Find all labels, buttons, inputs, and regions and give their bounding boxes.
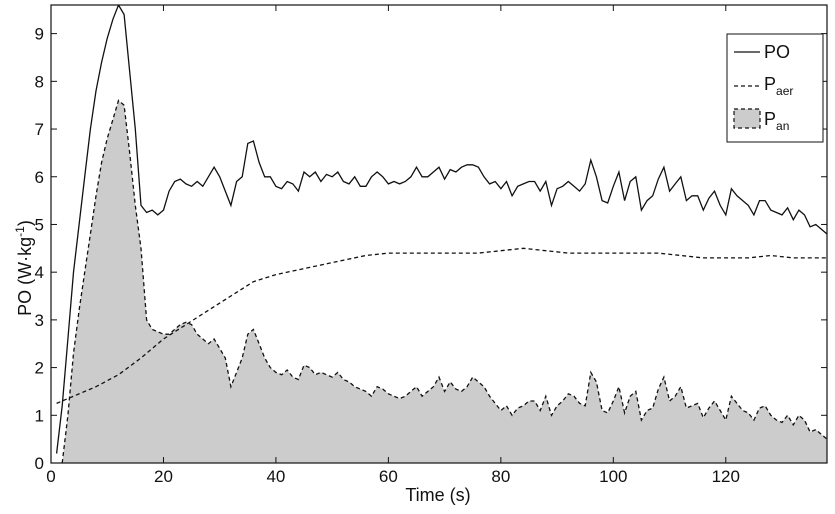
legend-label-po: PO	[764, 42, 790, 62]
legend-label-pan: Pan	[764, 109, 789, 133]
y-tick-label: 7	[35, 120, 44, 139]
y-axis-label-main: PO (W·kg	[15, 237, 35, 316]
y-axis-label: PO (W·kg-1)	[13, 220, 35, 316]
x-tick-label: 120	[712, 467, 740, 486]
y-axis-label-close: )	[15, 220, 35, 226]
x-tick-label: 20	[154, 467, 173, 486]
axes-frame	[50, 4, 828, 464]
legend: PO Paer Pan	[726, 33, 824, 143]
y-tick-label: 3	[35, 311, 44, 330]
y-tick-label: 9	[35, 25, 44, 44]
y-tick-label: 0	[35, 454, 44, 473]
x-tick-label: 60	[379, 467, 398, 486]
y-tick-label: 8	[35, 72, 44, 91]
x-tick-label: 40	[266, 467, 285, 486]
x-tick-label: 80	[491, 467, 510, 486]
x-axis-label: Time (s)	[405, 485, 470, 505]
legend-label-paer: Paer	[764, 74, 793, 98]
y-tick-label: 6	[35, 168, 44, 187]
y-tick-label: 1	[35, 406, 44, 425]
x-tick-label: 100	[599, 467, 627, 486]
series-pan-area	[62, 100, 827, 463]
axes: 0 20 40 60 80 100 120 0 1 2 3 4 5 6 7 8 9	[35, 4, 828, 486]
plot-area	[55, 5, 827, 463]
series-pan-line	[61, 99, 827, 463]
y-tick-label: 2	[35, 359, 44, 378]
y-axis-label-exponent: -1	[13, 226, 27, 237]
y-tick-label: 4	[35, 263, 44, 282]
series-po-line	[55, 5, 827, 454]
legend-swatch-pan	[733, 108, 761, 129]
series-paer-line	[56, 247, 827, 404]
x-tick-label: 0	[46, 467, 55, 486]
y-tick-label: 5	[35, 215, 44, 234]
